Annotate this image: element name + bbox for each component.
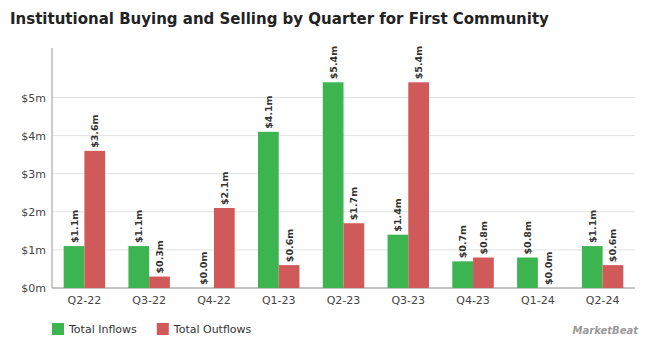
bar: [193, 288, 214, 289]
bar: [473, 258, 494, 288]
x-tick-label: Q4-23: [456, 294, 490, 307]
x-tick-label: Q2-23: [327, 294, 361, 307]
legend-swatch: [157, 323, 169, 335]
data-label: $1.1m: [587, 210, 598, 243]
data-label: $0.0m: [198, 252, 209, 285]
data-label: $5.4m: [328, 46, 339, 79]
data-label: $1.1m: [69, 210, 80, 243]
bar: [214, 208, 235, 288]
data-label: $0.8m: [478, 221, 489, 254]
y-tick-label: $0m: [21, 282, 46, 295]
x-tick-label: Q1-23: [262, 294, 296, 307]
data-label: $5.4m: [413, 46, 424, 79]
x-tick-label: Q2-22: [68, 294, 102, 307]
data-label: $0.3m: [154, 240, 165, 273]
legend: Total Inflows Total Outflows: [52, 323, 252, 336]
x-tick-label: Q3-22: [132, 294, 166, 307]
data-label: $3.6m: [89, 114, 100, 147]
y-tick-label: $4m: [21, 130, 46, 143]
bar: [84, 151, 105, 288]
bar: [149, 277, 170, 288]
x-tick-label: Q4-22: [197, 294, 231, 307]
annotation: MarketBeat: [573, 325, 640, 336]
data-label: $1.1m: [133, 210, 144, 243]
y-axis-line: [52, 48, 53, 288]
x-tick-label: Q1-24: [521, 294, 555, 307]
bar: [517, 258, 538, 288]
legend-label: Total Inflows: [68, 323, 137, 336]
bars: [64, 82, 624, 288]
bar: [538, 288, 559, 289]
bar: [603, 265, 624, 288]
bar: [344, 223, 365, 288]
bar: [279, 265, 300, 288]
title: Institutional Buying and Selling by Quar…: [10, 10, 549, 28]
data-label: $0.0m: [543, 252, 554, 285]
bar: [323, 82, 344, 288]
bar: [258, 132, 279, 288]
bar: [388, 235, 409, 288]
y-tick-label: $2m: [21, 206, 46, 219]
bar: [64, 246, 85, 288]
x-tick-label: Q3-23: [391, 294, 425, 307]
bar: [408, 82, 429, 288]
y-tick-label: $5m: [21, 92, 46, 105]
data-label: $1.4m: [392, 198, 403, 231]
bar: [452, 261, 473, 288]
data-label: $0.6m: [607, 229, 618, 262]
data-label: $2.1m: [219, 172, 230, 205]
data-labels: $1.1m $1.1m $0.0m $4.1m $5.4m $1.4m $0.7m $0.8m…: [69, 46, 619, 285]
data-label: $0.7m: [457, 225, 468, 258]
y-tick-label: $1m: [21, 244, 46, 257]
legend-label: Total Outflows: [173, 323, 252, 336]
legend-swatch: [52, 323, 64, 335]
data-label: $1.7m: [348, 187, 359, 220]
y-tick-label: $3m: [21, 168, 46, 181]
chart: Institutional Buying and Selling by Quar…: [0, 0, 650, 350]
data-label: $4.1m: [263, 95, 274, 128]
x-tick-label: Q2-24: [586, 294, 620, 307]
data-label: $0.6m: [284, 229, 295, 262]
data-label: $0.8m: [522, 221, 533, 254]
bar: [582, 246, 603, 288]
bar: [128, 246, 149, 288]
